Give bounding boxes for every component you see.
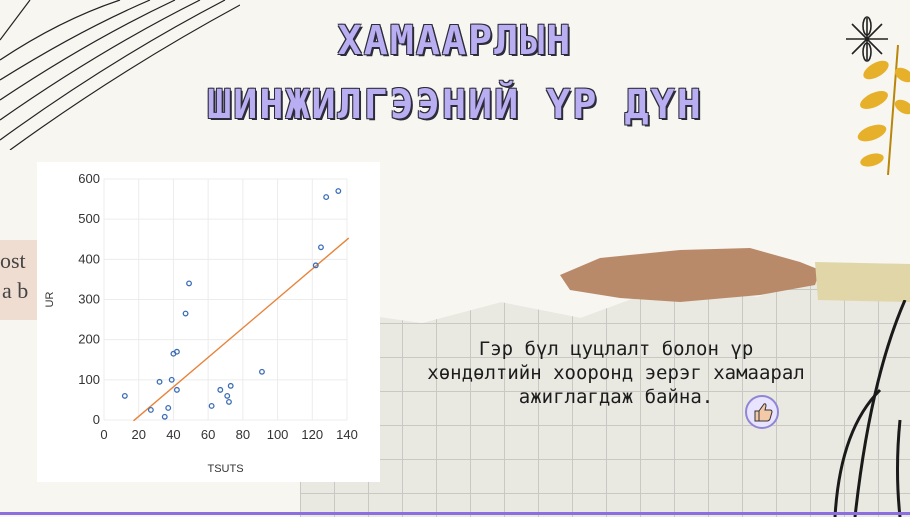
scatter-point [312, 262, 319, 269]
y-tick-label: 300 [78, 292, 100, 307]
scatter-point [224, 392, 231, 399]
chart-grid [103, 178, 348, 421]
y-tick-label: 200 [78, 332, 100, 347]
scatter-point [161, 413, 168, 420]
leaf-branch-icon [857, 45, 910, 175]
bottom-accent-line [0, 512, 910, 515]
y-tick-label: 400 [78, 251, 100, 266]
brown-tape-piece [560, 248, 820, 302]
x-tick-label: 80 [236, 427, 250, 442]
trendline [133, 237, 350, 422]
scatter-point [168, 376, 175, 383]
y-tick-label: 100 [78, 372, 100, 387]
scatter-chart-card: 0 20 40 60 80 100 120 140 0 100 200 300 400 500 600 TS… [37, 162, 380, 482]
scatter-point [227, 382, 234, 389]
tape-strip-decoration [560, 248, 910, 302]
scatter-point [186, 280, 192, 287]
y-tick-label: 0 [93, 412, 100, 427]
newspaper-scrap-text-2: a b [2, 278, 29, 303]
x-tick-label: 140 [336, 427, 358, 442]
scatter-point [121, 392, 128, 399]
x-axis-label: TSUTS [207, 463, 243, 475]
scatter-point [258, 368, 265, 375]
scatter-point [182, 310, 189, 317]
y-tick-label: 500 [78, 211, 100, 226]
result-caption: Гэр бүл цуцлалт болон үр хөндөлтийн хоор… [427, 338, 805, 408]
scatter-point [165, 404, 172, 411]
x-tick-label: 20 [131, 427, 145, 442]
scatter-point [173, 386, 180, 393]
x-tick-label: 0 [100, 427, 107, 442]
y-axis-label: UR [44, 292, 56, 308]
x-tick-label: 120 [301, 427, 323, 442]
scribble-lines-decoration [0, 0, 240, 150]
scatter-point [226, 398, 232, 405]
chart-ticks: 0 20 40 60 80 100 120 140 0 100 200 300 400 500 600 [78, 171, 358, 442]
y-tick-label: 600 [78, 171, 100, 186]
plant-stem-sketch [833, 300, 907, 517]
thumbs-up-icon [745, 395, 779, 429]
scatter-point [208, 402, 215, 409]
scatter-point [217, 386, 224, 393]
page-title-line-1: ХАМААРЛЫН [337, 18, 573, 64]
x-tick-label: 100 [267, 427, 289, 442]
scatter-point [173, 348, 180, 355]
scatter-point [156, 378, 163, 385]
x-tick-label: 40 [166, 427, 180, 442]
x-tick-label: 60 [201, 427, 215, 442]
beige-tape-piece [815, 262, 910, 302]
page-title-line-2: ШИНЖИЛГЭЭНИЙ ҮР ДҮН [207, 82, 703, 128]
scatter-point [318, 244, 324, 251]
flower-sketch-icon [846, 16, 888, 62]
chart-points [121, 188, 342, 420]
scatter-chart: 0 20 40 60 80 100 120 140 0 100 200 300 400 500 600 TS… [44, 171, 358, 475]
scatter-point [335, 188, 342, 194]
newspaper-scrap-text-1: ost [0, 248, 26, 273]
scatter-point [323, 194, 330, 201]
scatter-point [147, 407, 154, 413]
